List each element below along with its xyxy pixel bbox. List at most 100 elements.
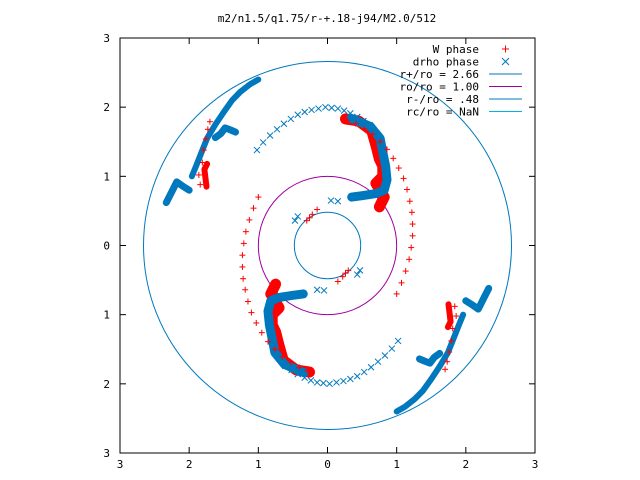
data-point	[279, 353, 286, 360]
data-point	[200, 147, 207, 154]
x-tick-label: 3	[532, 458, 539, 471]
data-point	[303, 217, 310, 224]
data-point	[294, 370, 302, 378]
data-point	[334, 197, 342, 205]
data-point	[197, 181, 204, 188]
phase-curve	[393, 311, 467, 415]
data-point	[242, 286, 249, 293]
data-point	[199, 159, 206, 166]
phase-curve	[462, 284, 493, 313]
x-tick-label: 1	[255, 458, 262, 471]
phase-curve	[416, 349, 444, 367]
data-point	[265, 338, 272, 345]
data-point	[294, 111, 302, 119]
data-point	[287, 115, 295, 123]
data-point	[334, 105, 342, 112]
phase-curve	[201, 160, 211, 190]
data-point	[334, 278, 341, 285]
data-point	[448, 337, 455, 344]
data-point	[326, 380, 333, 388]
data-point	[291, 217, 299, 224]
data-point	[315, 105, 322, 112]
data-point	[244, 298, 251, 305]
data-point	[453, 313, 460, 320]
data-point	[344, 117, 351, 124]
data-point	[240, 240, 247, 247]
data-point	[402, 268, 409, 275]
data-point	[319, 379, 327, 387]
data-point	[409, 232, 416, 239]
data-point	[253, 146, 261, 154]
phase-curve	[444, 301, 454, 331]
data-point	[449, 325, 456, 332]
phase-points	[195, 103, 460, 388]
y-tick-label: 0	[103, 240, 110, 253]
data-point	[239, 263, 246, 270]
data-point	[273, 125, 281, 133]
data-point	[360, 368, 368, 376]
data-point	[395, 165, 402, 172]
data-point	[390, 155, 397, 162]
y-tick-label: 2	[103, 101, 110, 114]
data-point	[320, 287, 328, 294]
data-point	[304, 367, 311, 374]
data-point	[374, 358, 382, 366]
data-point	[307, 377, 315, 384]
y-tick-label: 3	[103, 447, 110, 460]
reference-circles	[143, 61, 512, 430]
phase-curve	[162, 178, 193, 207]
data-point	[204, 126, 211, 133]
data-point	[353, 271, 361, 278]
data-point	[383, 146, 390, 153]
legend-label: drho phase	[413, 56, 479, 69]
x-tick-label: 2	[463, 458, 470, 471]
data-point	[446, 349, 453, 356]
data-point	[308, 106, 315, 114]
data-point	[408, 209, 415, 216]
data-point	[394, 337, 402, 345]
data-point	[366, 121, 374, 129]
data-point	[408, 244, 415, 251]
legend-label: rc/ro = NaN	[406, 106, 479, 119]
data-point	[404, 186, 411, 193]
legend-label: ro/ro = 1.00	[400, 81, 479, 94]
data-point	[313, 379, 321, 386]
data-point	[202, 135, 209, 142]
data-point	[356, 267, 364, 274]
phase-curves	[162, 76, 493, 415]
x-tick-label: 2	[186, 458, 193, 471]
data-point	[328, 104, 336, 112]
data-point	[250, 205, 257, 212]
data-point	[360, 117, 367, 125]
data-point	[353, 113, 361, 121]
data-point	[342, 270, 349, 277]
data-point	[287, 359, 294, 366]
data-point	[322, 103, 329, 111]
data-point	[406, 256, 413, 263]
y-tick-label: 1	[103, 170, 110, 183]
legend-marker-swatch	[501, 57, 510, 66]
data-point	[246, 216, 253, 223]
reference-circle	[257, 175, 398, 316]
data-point	[451, 303, 458, 310]
data-point	[280, 120, 288, 128]
data-point	[259, 139, 267, 146]
data-point	[339, 273, 346, 280]
data-point	[340, 107, 348, 114]
data-point	[398, 279, 405, 286]
data-point	[367, 363, 375, 371]
data-point	[206, 118, 213, 125]
data-point	[296, 364, 303, 371]
data-point	[239, 252, 246, 259]
data-point	[444, 358, 451, 365]
phase-curve	[346, 113, 392, 202]
data-point	[288, 366, 295, 374]
data-point	[314, 206, 321, 213]
data-point	[301, 108, 309, 116]
data-point	[340, 377, 347, 385]
data-point	[346, 375, 354, 383]
phase-curve	[188, 76, 262, 180]
data-point	[281, 362, 289, 370]
